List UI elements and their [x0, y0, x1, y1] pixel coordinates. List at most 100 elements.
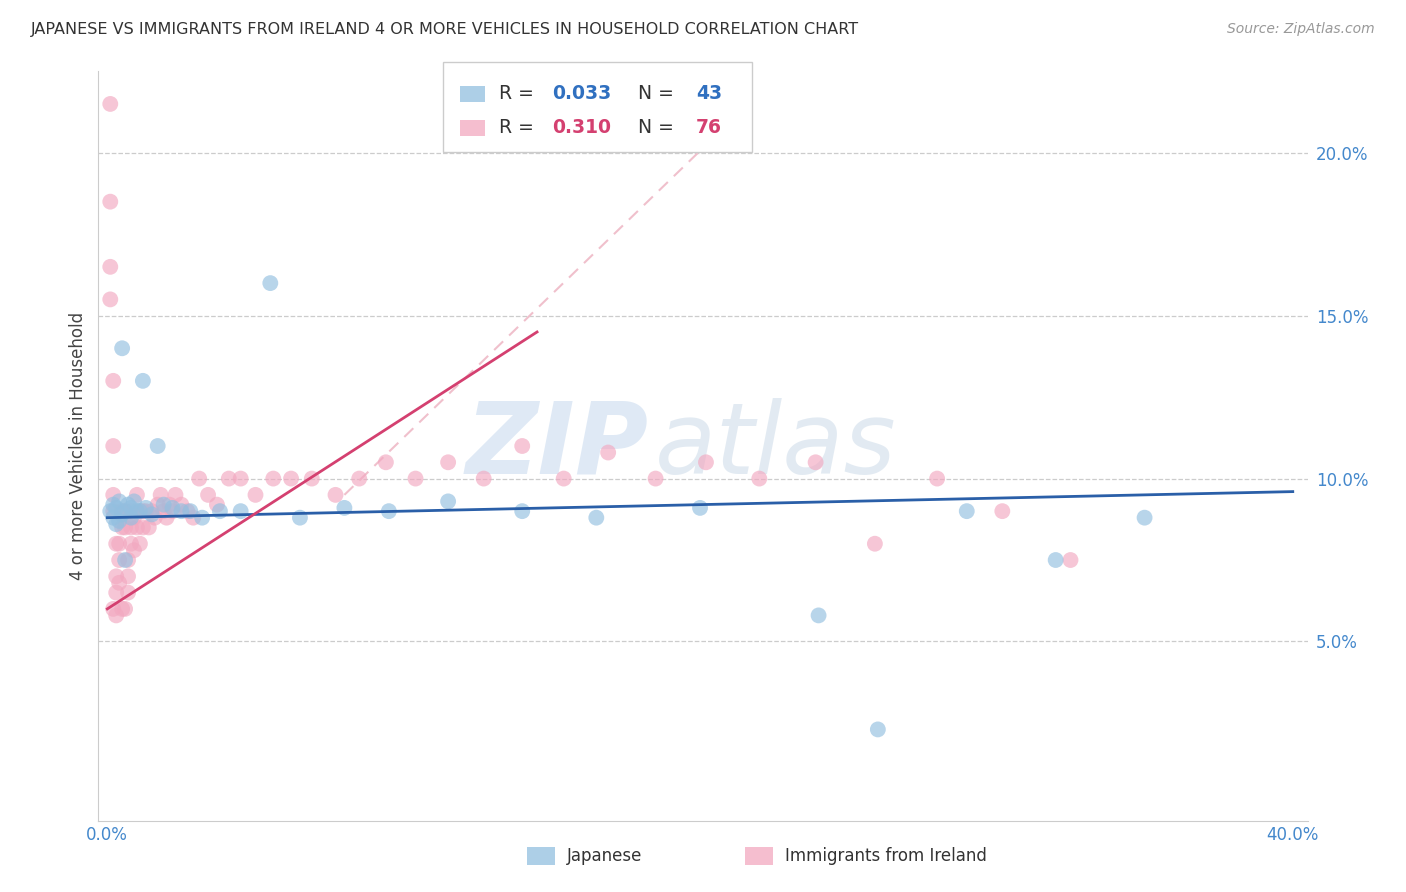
Point	[111, 508, 134, 522]
Point	[132, 374, 155, 388]
Text: 0.310: 0.310	[553, 118, 612, 137]
Point	[129, 504, 152, 518]
Point	[927, 472, 949, 486]
Point	[141, 508, 163, 522]
Point	[108, 494, 131, 508]
Point	[103, 488, 125, 502]
Point	[138, 520, 160, 534]
Point	[585, 510, 607, 524]
Point	[170, 498, 193, 512]
Text: N =: N =	[626, 84, 679, 103]
Point	[188, 472, 211, 486]
Point	[472, 472, 495, 486]
Point	[103, 498, 125, 512]
Point	[807, 608, 830, 623]
Bar	[527, 847, 555, 865]
Point	[262, 472, 284, 486]
Point	[98, 504, 121, 518]
Point	[120, 504, 142, 518]
Point	[181, 510, 204, 524]
Point	[347, 472, 370, 486]
Point	[553, 472, 575, 486]
Point	[146, 439, 169, 453]
Point	[748, 472, 770, 486]
Text: 76: 76	[696, 118, 721, 137]
Point	[146, 498, 169, 512]
Point	[103, 439, 125, 453]
Point	[991, 504, 1014, 518]
Point	[135, 500, 157, 515]
Point	[288, 510, 311, 524]
Point	[105, 500, 128, 515]
Point	[132, 520, 155, 534]
Point	[114, 602, 136, 616]
Point	[229, 472, 252, 486]
Point	[98, 293, 121, 307]
Point	[98, 97, 121, 112]
Point	[176, 504, 198, 518]
Point	[114, 504, 136, 518]
Point	[170, 504, 193, 518]
Point	[208, 504, 231, 518]
Point	[125, 504, 148, 518]
Point	[105, 569, 128, 583]
Point	[111, 341, 134, 355]
Point	[120, 520, 142, 534]
Point	[405, 472, 427, 486]
Point	[804, 455, 827, 469]
Point	[105, 537, 128, 551]
Point	[333, 500, 356, 515]
Point	[229, 504, 252, 518]
Point	[111, 602, 134, 616]
Text: R =: R =	[499, 118, 540, 137]
Point	[155, 510, 177, 524]
Point	[108, 575, 131, 590]
Text: JAPANESE VS IMMIGRANTS FROM IRELAND 4 OR MORE VEHICLES IN HOUSEHOLD CORRELATION : JAPANESE VS IMMIGRANTS FROM IRELAND 4 OR…	[31, 22, 859, 37]
Point	[245, 488, 267, 502]
Point	[695, 455, 717, 469]
Point	[141, 504, 163, 518]
Point	[103, 504, 125, 518]
Point	[152, 498, 174, 512]
Point	[179, 504, 201, 518]
Text: 43: 43	[696, 84, 723, 103]
Point	[108, 537, 131, 551]
Bar	[460, 86, 485, 102]
Text: atlas: atlas	[655, 398, 896, 494]
Text: R =: R =	[499, 84, 540, 103]
Point	[689, 500, 711, 515]
Point	[866, 723, 889, 737]
Point	[122, 510, 145, 524]
Point	[120, 537, 142, 551]
Bar	[745, 847, 773, 865]
Text: ZIP: ZIP	[465, 398, 648, 494]
Point	[132, 504, 155, 518]
Point	[117, 498, 139, 512]
Point	[280, 472, 302, 486]
Bar	[460, 120, 485, 136]
Text: 0.033: 0.033	[553, 84, 612, 103]
Point	[1371, 504, 1393, 518]
Point	[98, 260, 121, 274]
Point	[152, 504, 174, 518]
Point	[122, 543, 145, 558]
Point	[956, 504, 979, 518]
Point	[120, 510, 142, 524]
Point	[117, 569, 139, 583]
Point	[125, 520, 148, 534]
Point	[149, 488, 172, 502]
Point	[162, 500, 184, 515]
Point	[159, 498, 181, 512]
Point	[129, 537, 152, 551]
Point	[143, 510, 166, 524]
Point	[301, 472, 323, 486]
Point	[1133, 510, 1156, 524]
Point	[191, 510, 214, 524]
Point	[111, 520, 134, 534]
Point	[103, 374, 125, 388]
Point	[437, 494, 460, 508]
Point	[98, 194, 121, 209]
Point	[103, 510, 125, 524]
Point	[135, 504, 157, 518]
Point	[374, 455, 396, 469]
